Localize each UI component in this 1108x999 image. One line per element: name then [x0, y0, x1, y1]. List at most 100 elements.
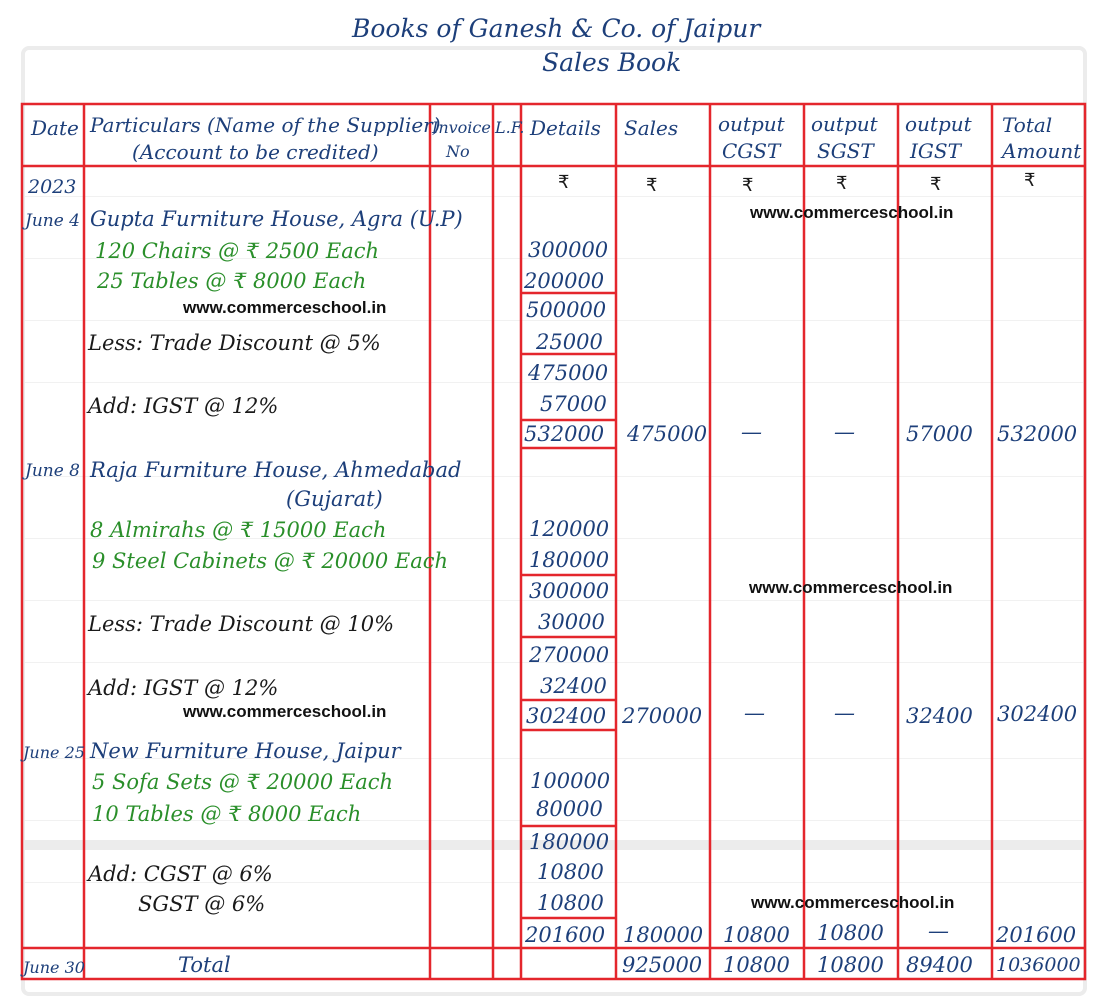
details-amount: 10800: [537, 891, 604, 915]
entry-item: 8 Almirahs @ ₹ 15000 Each: [90, 518, 387, 542]
ruled-line: [25, 820, 1083, 821]
entry-adjustment-label: Add: IGST @ 12%: [88, 676, 279, 700]
header-particulars: Particulars (Name of the Supplier): [90, 113, 441, 137]
sales-value: 270000: [622, 704, 703, 728]
ruled-line: [25, 258, 1083, 259]
watermark: www.commerceschool.in: [751, 893, 955, 912]
entry-item: 9 Steel Cabinets @ ₹ 20000 Each: [92, 549, 449, 573]
watermark: www.commerceschool.in: [749, 578, 953, 597]
details-total: 302400: [526, 704, 607, 728]
entry-item: 120 Chairs @ ₹ 2500 Each: [95, 239, 380, 263]
header-sgst-2: SGST: [817, 139, 874, 163]
entry-date: June 25: [23, 743, 85, 762]
header-sales: Sales: [624, 116, 679, 140]
entry-item: 25 Tables @ ₹ 8000 Each: [97, 269, 367, 293]
details-net: 475000: [528, 361, 609, 385]
entry-date: June 4: [25, 211, 80, 231]
header-igst-2: IGST: [910, 139, 961, 163]
header-cgst-2: CGST: [722, 139, 781, 163]
entry-party: New Furniture House, Jaipur: [90, 739, 401, 763]
details-amount: 100000: [530, 769, 611, 793]
header-cgst-1: output: [718, 112, 785, 136]
currency-cgst: ₹: [742, 175, 754, 196]
entry-adjustment-label: Less: Trade Discount @ 10%: [88, 612, 395, 636]
watermark: www.commerceschool.in: [183, 298, 387, 317]
details-total: 201600: [525, 923, 606, 947]
entry-adjustment-label: SGST @ 6%: [138, 892, 266, 916]
details-amount: 200000: [524, 269, 605, 293]
book-title: Books of Ganesh & Co. of Jaipur: [352, 14, 761, 43]
entry-adjustment-label: Less: Trade Discount @ 5%: [88, 331, 381, 355]
igst-value: 32400: [906, 704, 973, 728]
ruled-line: [25, 600, 1083, 601]
entry-party: Raja Furniture House, Ahmedabad: [90, 458, 462, 482]
total-sgst: 10800: [817, 953, 884, 977]
header-total-1: Total: [1002, 113, 1053, 137]
entry-party: Gupta Furniture House, Agra (U.P): [90, 207, 463, 231]
currency-igst: ₹: [930, 174, 942, 195]
total-amount-grand: 1036000: [996, 954, 1081, 976]
details-amount: 80000: [536, 797, 603, 821]
details-total: 532000: [524, 422, 605, 446]
details-subtotal: 300000: [529, 579, 610, 603]
ruled-line: [25, 758, 1083, 759]
sales-value: 180000: [623, 923, 704, 947]
header-details: Details: [530, 116, 601, 140]
header-date: Date: [31, 116, 79, 140]
page-divider: [21, 840, 1087, 850]
sgst-value: —: [834, 701, 855, 725]
details-amount: 57000: [540, 392, 607, 416]
details-amount: 300000: [528, 238, 609, 262]
total-amount: 201600: [996, 923, 1077, 947]
header-lf: L.F.: [495, 118, 525, 137]
book-subtitle: Sales Book: [542, 48, 682, 77]
sgst-value: 10800: [817, 921, 884, 945]
igst-value: 57000: [906, 422, 973, 446]
header-sgst-1: output: [811, 112, 878, 136]
ruled-line: [25, 882, 1083, 883]
entry-item: 5 Sofa Sets @ ₹ 20000 Each: [92, 770, 394, 794]
entry-item: 10 Tables @ ₹ 8000 Each: [92, 802, 362, 826]
ruled-line: [25, 662, 1083, 663]
details-net: 270000: [529, 643, 610, 667]
details-amount: 10800: [537, 860, 604, 884]
currency-sales: ₹: [646, 175, 658, 196]
details-amount: 120000: [529, 517, 610, 541]
ruled-line: [25, 538, 1083, 539]
ruled-line: [25, 320, 1083, 321]
details-subtotal: 180000: [529, 830, 610, 854]
ruled-line: [25, 382, 1083, 383]
total-amount: 302400: [997, 702, 1078, 726]
watermark: www.commerceschool.in: [750, 203, 954, 222]
details-amount: 30000: [538, 610, 605, 634]
header-total-2: Amount: [1002, 139, 1082, 163]
igst-value: —: [928, 919, 949, 943]
total-igst: 89400: [906, 953, 973, 977]
entry-party-state: (Gujarat): [286, 487, 383, 511]
year: 2023: [28, 176, 77, 198]
details-subtotal: 500000: [526, 298, 607, 322]
entry-date: June 8: [25, 461, 80, 481]
header-invoice-no: No: [446, 142, 470, 161]
watermark: www.commerceschool.in: [183, 702, 387, 721]
cgst-value: —: [744, 701, 765, 725]
sgst-value: —: [834, 420, 855, 444]
currency-details: ₹: [558, 172, 570, 193]
total-date: June 30: [23, 958, 85, 977]
header-particulars-sub: (Account to be credited): [132, 140, 379, 164]
total-amount: 532000: [997, 422, 1078, 446]
ruled-line: [25, 196, 1083, 197]
header-invoice: Invoice: [432, 118, 491, 137]
currency-sgst: ₹: [836, 173, 848, 194]
total-sales: 925000: [622, 953, 703, 977]
total-cgst: 10800: [723, 953, 790, 977]
details-amount: 180000: [529, 548, 610, 572]
sales-value: 475000: [627, 422, 708, 446]
currency-total: ₹: [1024, 170, 1036, 191]
cgst-value: 10800: [723, 923, 790, 947]
total-label: Total: [178, 953, 231, 977]
entry-adjustment-label: Add: CGST @ 6%: [88, 862, 273, 886]
entry-adjustment-label: Add: IGST @ 12%: [88, 394, 279, 418]
